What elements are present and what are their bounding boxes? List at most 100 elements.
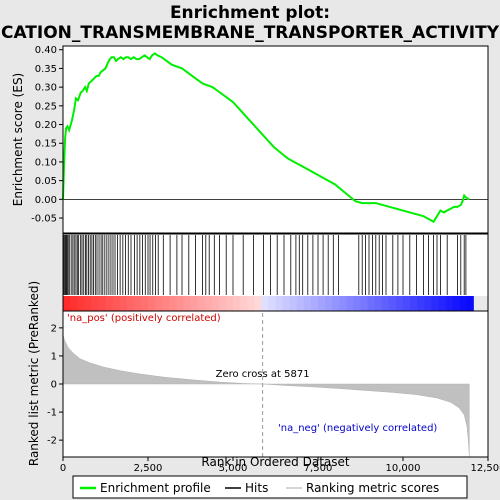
rank-color-segment [289,296,298,311]
xtick-label: 10,000 [386,463,421,474]
xtick-label: 5,000 [219,463,248,474]
es-ytick-label: -0.05 [31,214,57,225]
rank-color-segment [190,296,199,311]
metric-ytick-label: 2 [51,323,57,334]
rank-color-segment [459,296,468,311]
legend-label-0: Enrichment profile [100,481,211,495]
xtick-label: 12,500 [471,463,500,474]
rank-color-segment [140,296,149,311]
xtick-label: 0 [60,463,66,474]
es-ylabel: Enrichment score (ES) [11,73,25,206]
rank-color-segment [112,296,121,311]
chart-title-line-1: Enrichment plot: [170,3,330,23]
rank-color-segment [296,296,305,311]
rank-color-segment [360,296,369,311]
rank-color-segment [240,296,248,311]
legend: Enrichment profile Hits Ranking metric sco… [72,475,468,499]
rank-color-segment [339,296,347,311]
rank-color-segment [77,296,85,311]
rank-color-segment [183,296,191,311]
enrichment-profile-line [62,52,470,224]
metric-ytick-label: 0 [51,380,57,391]
rank-color-segment [310,296,319,311]
legend-label-2: Ranking metric scores [306,481,439,495]
rank-color-segment [204,296,213,311]
rank-color-segment [374,296,383,311]
rank-color-segment [211,296,220,311]
rank-color-segment [233,296,241,311]
rank-color-segment [197,296,206,311]
rank-color-segment [325,296,333,311]
rank-color-segment [176,296,184,311]
rank-color-segment [119,296,128,311]
rank-color-segment [84,296,92,311]
es-plot-area [63,46,488,233]
rank-color-segment [480,296,489,311]
rank-color-segment [133,296,142,311]
ranking-metric-area [62,334,470,458]
rank-color-segment [261,296,269,311]
rank-color-segment [438,296,446,311]
xtick-label: 7,500 [304,463,333,474]
zero-cross-label: Zero cross at 5871 [216,369,310,380]
rank-color-segment [91,296,99,311]
es-ytick-label: 0.25 [35,101,57,112]
metric-ytick-label: -2 [47,436,57,447]
metric-plot-frame [62,310,489,458]
rank-color-segment [353,296,361,311]
chart-title-line-2: CATION_TRANSMEMBRANE_TRANSPORTER_ACTIVIT… [1,23,500,43]
rank-color-segment [247,296,255,311]
es-ytick-label: 0.40 [35,45,57,56]
rank-color-segment [445,296,454,311]
rank-color-segment [318,296,326,311]
rank-color-segment [424,296,432,311]
rank-color-segment [105,296,114,311]
es-ytick-label: 0.15 [35,139,57,150]
es-ytick-label: 0.10 [35,157,57,168]
enrichment-score-panel: 0.40 0.35 0.30 0.25 0.20 0.15 0.10 0.05 0.00 -0.0… [11,45,489,234]
rank-color-segment [303,296,312,311]
rank-color-segment [346,296,354,311]
rank-color-segment [452,296,461,311]
rank-color-segment [367,296,376,311]
rank-color-segment [218,296,227,311]
es-ytick-label: 0.20 [35,120,57,131]
rank-color-segment [332,296,340,311]
rank-color-segment [126,296,135,311]
metric-ytick-label: 1 [51,351,57,362]
xtick-label: 2,500 [134,463,163,474]
rank-color-segment [148,296,156,311]
metric-ytick-label: -1 [47,408,57,419]
es-ytick-label: 0.30 [35,83,57,94]
rank-color-segment [388,296,397,311]
na-pos-label: 'na_pos' (positively correlated) [67,313,221,324]
hits-panel [62,233,489,312]
legend-label-1: Hits [245,481,268,495]
rank-color-segment [98,296,106,311]
rank-color-segment [70,296,78,311]
rank-color-segment [225,296,234,311]
rank-color-segment [169,296,177,311]
rank-color-segment [63,296,71,311]
rank-color-segment [473,296,482,311]
rank-color-segment [254,296,262,311]
rank-color-segment [282,296,291,311]
rank-color-segment [466,296,475,311]
rank-color-segment [410,296,418,311]
rank-color-segment [417,296,425,311]
ranked-metric-panel: 2 1 0 -1 -2 0 2,500 5,000 7,500 10,000 12,500 'na_p… [27,281,500,474]
xlabel: Rank in Ordered Dataset [201,455,349,469]
rank-color-segment [155,296,163,311]
rank-color-segment [275,296,284,311]
legend-box [72,475,468,499]
es-plot-frame [62,45,489,234]
rank-color-segment [162,296,170,311]
rank-color-segment [403,296,411,311]
rank-color-segment [268,296,276,311]
es-ytick-label: 0.05 [35,176,57,187]
rank-color-segment [395,296,404,311]
rank-color-segment [381,296,390,311]
na-neg-label: 'na_neg' (negatively correlated) [278,423,437,434]
rank-color-segment [431,296,439,311]
